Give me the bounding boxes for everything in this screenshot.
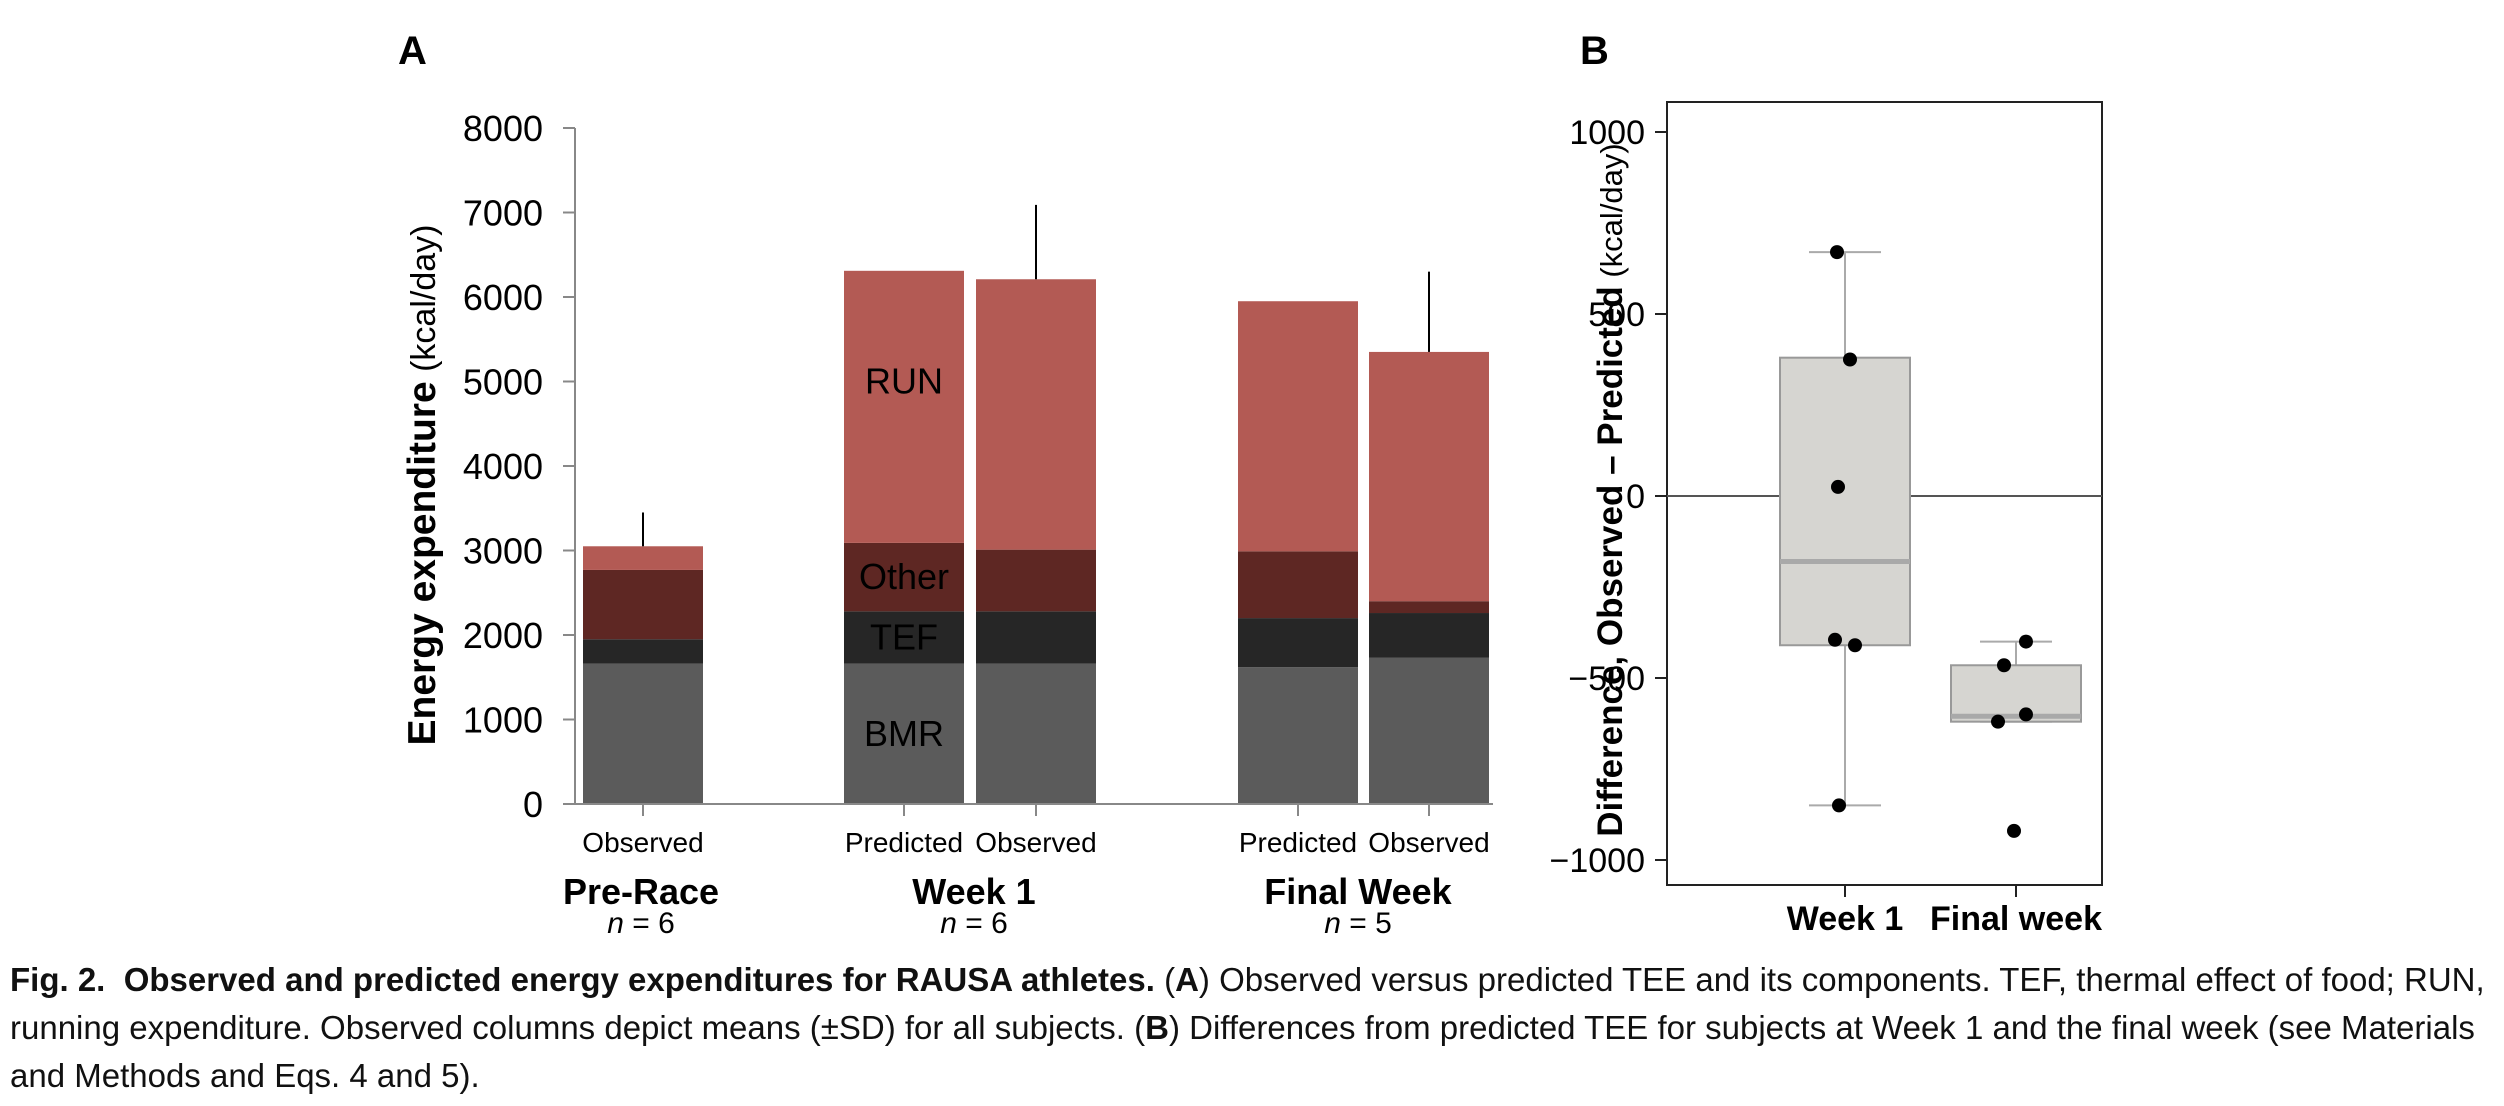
bar-segment-other: [844, 542, 964, 612]
panel-a-label: A: [398, 29, 427, 73]
x-tick-label: Week 1: [1787, 900, 1904, 938]
y-tick-label: 6000: [463, 277, 543, 318]
bar-segment-tef: [844, 611, 964, 664]
y-tick-label: 2000: [463, 615, 543, 656]
caption-title: Observed and predicted energy expenditur…: [123, 961, 1155, 998]
data-point: [2007, 823, 2021, 838]
panel-b-y-axis-unit: (kcal/day): [1594, 143, 1629, 286]
data-point: [1828, 632, 1842, 647]
x-tick-label: Observed: [975, 827, 1096, 858]
panel-b-y-axis: 1000 500 0 −500 −1000: [1550, 114, 1667, 880]
data-point: [1831, 479, 1845, 494]
caption-text-1: (: [1154, 961, 1176, 998]
data-point: [1830, 245, 1844, 260]
panel-a-y-axis: 0 1000 2000 3000 4000 5000 6000 7000 8000: [463, 108, 576, 825]
y-tick-label: 4000: [463, 446, 543, 487]
caption-figure-label: Fig. 2.: [10, 961, 106, 998]
data-point: [1997, 658, 2011, 673]
segment-label-run: RUN: [865, 361, 943, 402]
bar-segment-other: [583, 569, 703, 640]
x-tick-label: Observed: [582, 827, 703, 858]
bar-segment-tef: [1369, 613, 1489, 658]
data-point: [2019, 707, 2033, 722]
group-label: Week 1: [912, 871, 1035, 912]
group-label: Pre-Race: [563, 871, 719, 912]
bar-segment-run: [1238, 301, 1358, 552]
data-point: [1848, 638, 1862, 653]
panel-b-y-axis-title-bold: Difference, Observed – Predicted: [1591, 286, 1630, 837]
bar-segment-run: [1369, 351, 1489, 602]
data-point: [1991, 714, 2005, 729]
bar-segment-bmr: [1238, 667, 1358, 804]
bar-segment-other: [976, 549, 1096, 612]
group-n-value: = 5: [1341, 907, 1392, 940]
group-n-label: n = 5: [1324, 907, 1392, 940]
bar-segment-run: [976, 279, 1096, 550]
bar-segment-other: [1369, 601, 1489, 614]
group-n-label: n = 6: [607, 907, 675, 940]
box: [1779, 356, 1911, 647]
panel-a: A 0 1000 2000 3000 4000 5000 6000 7000 8000 BMR T…: [398, 29, 1493, 940]
y-tick-label: −500: [1568, 660, 1645, 698]
y-tick-label: 1000: [1569, 114, 1645, 152]
panel-b-label: B: [1580, 29, 1609, 73]
y-tick-label: 7000: [463, 193, 543, 234]
bar-segment-tef: [976, 611, 1096, 664]
y-tick-label: 1000: [463, 700, 543, 741]
bar-segment-bmr: [1369, 657, 1489, 804]
data-point: [2019, 634, 2033, 649]
segment-label-other: Other: [859, 556, 949, 597]
group-n-symbol: n: [607, 907, 624, 940]
y-tick-label: 8000: [463, 108, 543, 149]
bar-segment-bmr: [844, 663, 964, 804]
bar-segment-run: [844, 270, 964, 543]
x-tick-label: Predicted: [845, 827, 963, 858]
group-n-value: = 6: [957, 907, 1008, 940]
group-label: Final Week: [1264, 871, 1452, 912]
x-tick-label: Final week: [1930, 900, 2102, 938]
figure-caption: Fig. 2. Observed and predicted energy ex…: [10, 956, 2494, 1100]
y-tick-label: 500: [1588, 296, 1645, 334]
y-tick-label: 0: [523, 784, 543, 825]
box: [1950, 664, 2082, 723]
bar-segment-other: [1238, 551, 1358, 619]
segment-label-tef: TEF: [870, 617, 938, 658]
bar-segment-bmr: [976, 663, 1096, 804]
group-n-value: = 6: [624, 907, 675, 940]
panel-a-y-axis-title: Energy expenditure (kcal/day): [401, 225, 444, 746]
bar-segment-bmr: [583, 663, 703, 804]
x-tick-label: Predicted: [1239, 827, 1357, 858]
caption-ref-b: B: [1145, 1009, 1169, 1046]
panel-b-plot: [1667, 245, 2102, 838]
y-tick-label: 3000: [463, 531, 543, 572]
bar-segment-tef: [583, 639, 703, 664]
panel-a-y-axis-unit: (kcal/day): [405, 225, 443, 382]
panel-b-x-axis: Week 1 Final week: [1787, 885, 2102, 938]
panel-a-x-axis: Observed Predicted Observed Predicted Observ…: [563, 803, 1493, 940]
bar-segment-tef: [1238, 618, 1358, 668]
panel-b-y-axis-title: Difference, Observed – Predicted (kcal/d…: [1591, 143, 1630, 836]
panel-a-y-axis-title-bold: Energy expenditure: [401, 381, 444, 745]
panel-b: B 1000 500 0 −500 −1000 Week 1 Final week Dif…: [1550, 29, 2103, 938]
bar-segment-run: [583, 546, 703, 570]
panel-b-plot-frame: [1666, 101, 2103, 886]
y-tick-label: 0: [1626, 478, 1645, 516]
caption-ref-a: A: [1175, 961, 1199, 998]
segment-label-bmr: BMR: [864, 713, 944, 754]
x-tick-label: Observed: [1368, 827, 1489, 858]
data-point: [1832, 798, 1846, 813]
group-n-label: n = 6: [940, 907, 1008, 940]
caption-text-2: ) Observed versus predicted TEE and its …: [10, 961, 2485, 1046]
y-tick-label: −1000: [1550, 842, 1646, 880]
caption-text-3: ) Differences from predicted TEE for sub…: [10, 1009, 2475, 1094]
group-n-symbol: n: [940, 907, 957, 940]
group-n-symbol: n: [1324, 907, 1341, 940]
panel-a-bars: BMR TEF Other RUN: [583, 204, 1489, 804]
data-point: [1843, 352, 1857, 367]
y-tick-label: 5000: [463, 362, 543, 403]
